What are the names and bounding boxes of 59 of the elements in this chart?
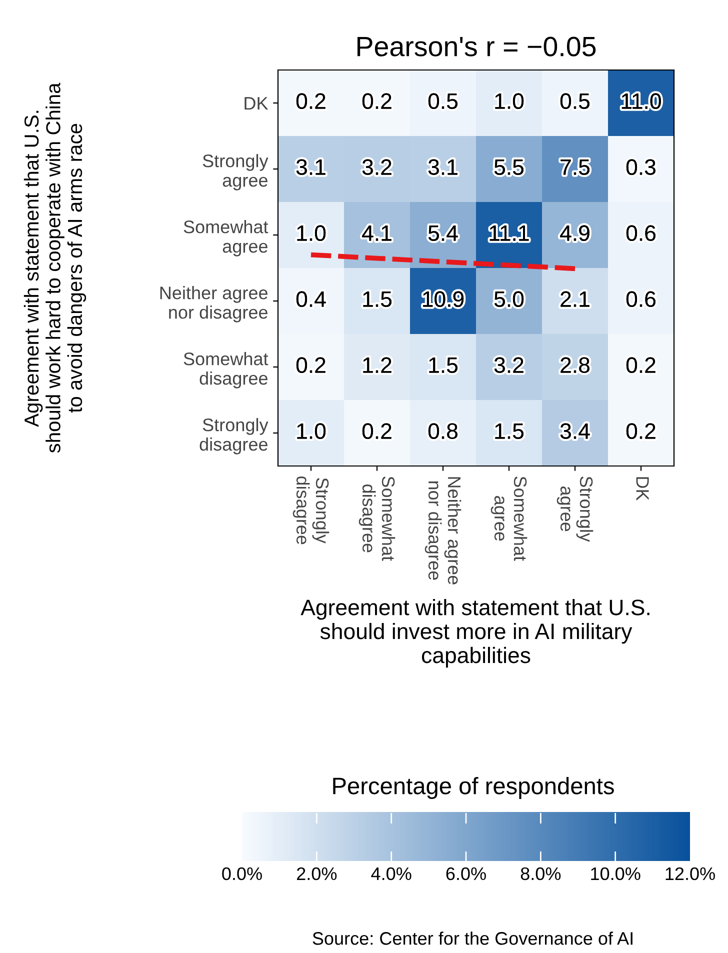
data-label: 0.2 [362,93,392,109]
x-tick-label: Somewhat agree [490,476,528,561]
data-label: 0.3 [626,159,656,175]
x-tick-label: Strongly disagree [292,476,330,544]
data-label: 3.4 [560,423,590,439]
source-note: Source: Center for the Governance of AI [312,932,632,945]
data-label: 1.5 [363,291,392,307]
data-label: 0.2 [296,93,326,109]
x-axis-title: Agreement with statement that U.S. should invest more in AI military capabilities [300,599,650,668]
data-label: 1.0 [297,225,326,241]
data-label: 3.2 [494,357,524,373]
data-label: 0.5 [428,93,458,109]
y-tick-label: DK [244,97,268,110]
data-label: 1.0 [297,423,326,439]
y-tick-label: Strongly disagree [200,418,268,454]
data-label: 10.9 [423,291,464,307]
data-label: 0.2 [626,423,656,439]
data-label: 0.2 [362,423,392,439]
color-bar-label: 10.0% [591,867,640,880]
data-label: 0.2 [626,357,656,373]
data-label: 11.0 [622,93,661,109]
color-bar-title: Percentage of respondents [333,776,614,800]
data-label: 1.5 [495,423,524,439]
chart-title: Pearson's r = −0.05 [358,36,596,56]
color-bar-label: 2.0% [297,867,337,880]
data-label: 3.1 [428,159,458,175]
color-bar-label: 12.0% [666,867,715,880]
data-label: 5.5 [494,159,524,175]
data-label: 1.5 [429,357,458,373]
data-label: 2.8 [560,357,590,373]
data-label: 5.0 [494,291,524,307]
data-label: 2.1 [560,291,590,307]
color-bar-label: 8.0% [520,867,561,880]
data-label: 4.9 [560,225,590,241]
data-label: 3.1 [296,159,326,175]
x-tick-label: Somewhat disagree [358,476,396,561]
x-tick-label: DK [636,477,649,501]
color-bar-label: 6.0% [446,867,486,880]
y-tick-label: Neither agree nor disagree [160,286,268,322]
data-label: 0.2 [296,357,326,373]
data-label: 11.1 [490,225,529,241]
data-label: 1.2 [363,357,392,373]
y-axis-title: Agreement with statement that U.S. should work hard to cooperate with China to avoid dangers of AI arms race [24,82,86,453]
y-tick-label: Strongly agree [202,154,268,190]
data-label: 7.5 [560,159,590,175]
y-tick-label: Somewhat disagree [184,352,268,388]
data-label: 4.1 [362,225,392,241]
data-label: 1.0 [495,93,524,109]
color-bar-label: 0.0% [222,867,262,880]
data-label: 0.4 [296,291,326,307]
data-label: 0.8 [428,423,458,439]
data-label: 0.6 [626,225,656,241]
data-label: 3.2 [362,159,392,175]
data-label: 0.5 [560,93,590,109]
color-bar-label: 4.0% [371,867,412,880]
data-label: 0.6 [626,291,656,307]
data-label: 5.4 [428,225,458,241]
y-tick-label: Somewhat agree [184,220,268,256]
x-tick-label: Strongly agree [556,476,594,542]
